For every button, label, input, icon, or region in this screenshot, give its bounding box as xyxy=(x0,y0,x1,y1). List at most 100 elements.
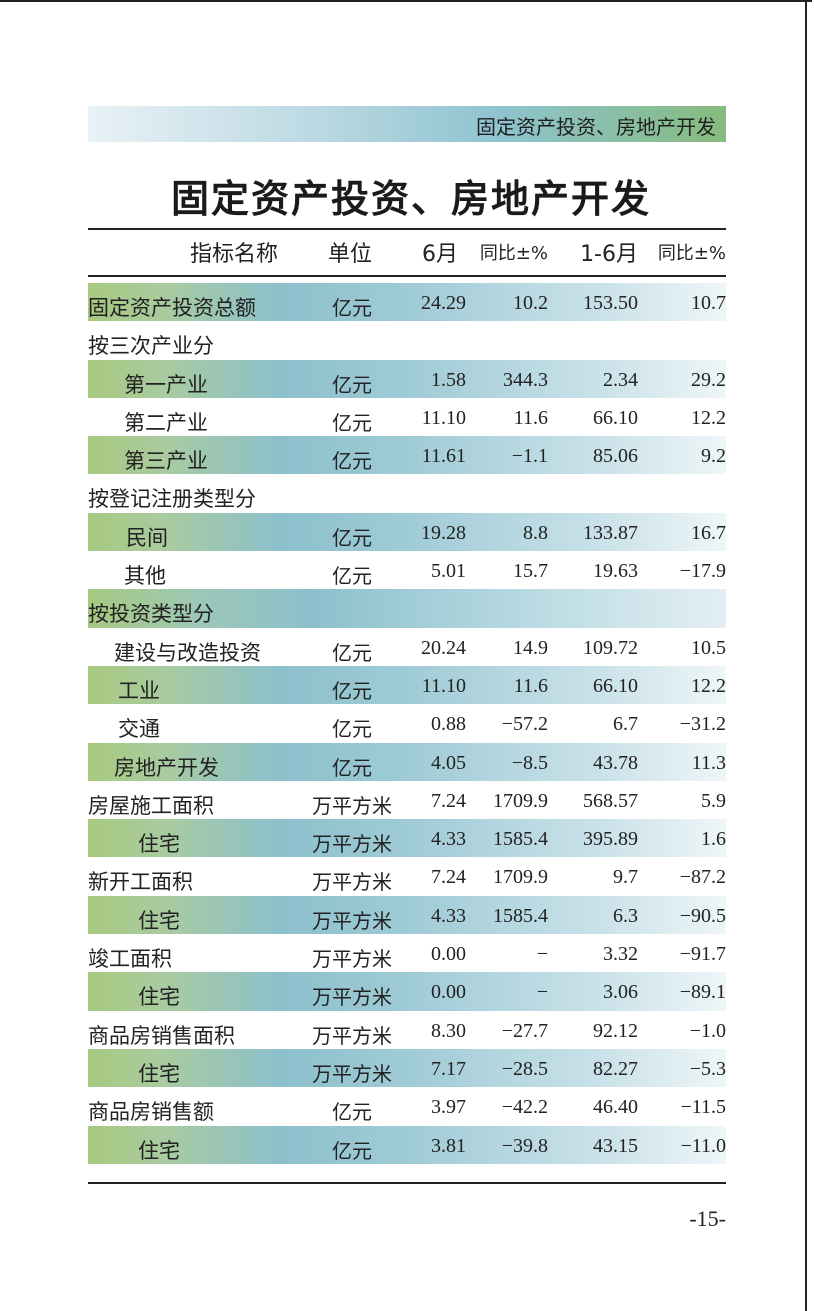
row-name: 第一产业 xyxy=(124,372,208,397)
page-number: -15- xyxy=(689,1206,726,1231)
row-unit: 万平方米 xyxy=(312,910,392,933)
row-month-value: 4.33 xyxy=(431,904,466,927)
row-month-yoy: −8.5 xyxy=(511,751,548,774)
row-unit: 亿元 xyxy=(332,1140,372,1163)
section-banner-text: 固定资产投资、房地产开发 xyxy=(476,115,716,139)
row-unit: 亿元 xyxy=(332,642,372,665)
row-month-value: 4.05 xyxy=(431,751,466,774)
row-cumulative-yoy: −90.5 xyxy=(679,904,726,927)
row-month-value: 11.10 xyxy=(421,674,466,697)
row-month-value: 4.33 xyxy=(431,828,466,851)
row-cumulative-value: 3.32 xyxy=(603,943,638,966)
row-cumulative-value: 568.57 xyxy=(583,789,638,812)
row-name: 新开工面积 xyxy=(88,870,193,895)
row-cumulative-yoy: −87.2 xyxy=(679,866,726,889)
row-month-yoy: 10.2 xyxy=(513,292,548,314)
row-unit: 亿元 xyxy=(332,1102,372,1125)
table-header-rule xyxy=(88,275,726,277)
table-row: 固定资产投资总额 亿元 24.29 10.2 153.50 10.7 xyxy=(88,283,726,322)
row-cumulative-value: 9.7 xyxy=(613,866,638,889)
table-row: 商品房销售额 亿元 3.97 −42.2 46.40 −11.5 xyxy=(88,1087,726,1125)
row-name: 竣工面积 xyxy=(88,947,172,972)
row-unit: 万平方米 xyxy=(312,795,392,818)
row-name: 固定资产投资总额 xyxy=(88,296,256,320)
row-month-yoy: 11.6 xyxy=(513,674,548,697)
table-row: 竣工面积 万平方米 0.00 − 3.32 −91.7 xyxy=(88,934,726,972)
table-bottom-rule xyxy=(88,1182,726,1184)
row-cumulative-yoy: −89.1 xyxy=(679,981,726,1004)
row-month-yoy: −1.1 xyxy=(511,445,548,468)
row-month-value: 7.24 xyxy=(431,789,466,812)
table-row: 其他 亿元 5.01 15.7 19.63 −17.9 xyxy=(88,551,726,589)
row-month-yoy: 344.3 xyxy=(503,368,548,391)
row-unit: 万平方米 xyxy=(312,987,392,1010)
table-row: 建设与改造投资 亿元 20.24 14.9 109.72 10.5 xyxy=(88,628,726,666)
row-month-value: 0.00 xyxy=(431,981,466,1004)
row-name: 按三次产业分 xyxy=(88,334,214,359)
row-name: 民间 xyxy=(126,525,168,550)
row-month-yoy: −39.8 xyxy=(501,1134,548,1157)
row-month-value: 3.97 xyxy=(431,1096,466,1119)
table-top-rule xyxy=(88,228,726,230)
table-row: 按投资类型分 xyxy=(88,589,726,628)
row-cumulative-yoy: 10.5 xyxy=(691,636,726,659)
row-cumulative-value: 85.06 xyxy=(593,445,638,468)
row-unit: 万平方米 xyxy=(312,1025,392,1048)
row-month-value: 8.30 xyxy=(431,1019,466,1042)
row-month-value: 0.88 xyxy=(431,713,466,736)
row-month-yoy: 8.8 xyxy=(523,521,548,544)
row-month-yoy: −27.7 xyxy=(501,1019,548,1042)
row-name: 住宅 xyxy=(138,832,180,857)
row-name: 第二产业 xyxy=(124,410,208,435)
row-name: 其他 xyxy=(124,564,166,589)
row-month-value: 19.28 xyxy=(421,521,466,544)
table-row: 第一产业 亿元 1.58 344.3 2.34 29.2 xyxy=(88,359,726,398)
row-month-yoy: 1585.4 xyxy=(493,904,548,927)
row-name: 住宅 xyxy=(138,908,180,933)
row-month-value: 0.00 xyxy=(431,943,466,966)
row-unit: 亿元 xyxy=(332,566,372,589)
row-month-value: 11.61 xyxy=(421,445,466,468)
table-row: 住宅 万平方米 4.33 1585.4 395.89 1.6 xyxy=(88,819,726,858)
row-month-value: 11.10 xyxy=(421,406,466,429)
row-unit: 亿元 xyxy=(332,298,372,320)
data-table: 固定资产投资总额 亿元 24.29 10.2 153.50 10.7 按三次产业分 第一产业亿… xyxy=(88,283,726,1164)
row-cumulative-yoy: −31.2 xyxy=(679,713,726,736)
row-cumulative-value: 19.63 xyxy=(593,560,638,583)
row-name: 按登记注册类型分 xyxy=(88,487,256,512)
table-row: 新开工面积 万平方米 7.24 1709.9 9.7 −87.2 xyxy=(88,857,726,895)
row-cumulative-yoy: 12.2 xyxy=(691,406,726,429)
row-name: 建设与改造投资 xyxy=(114,640,261,665)
row-name: 工业 xyxy=(118,678,160,703)
row-unit: 亿元 xyxy=(332,451,372,474)
column-header-cumulative: 1-6月 xyxy=(580,242,638,267)
row-cumulative-value: 92.12 xyxy=(593,1019,638,1042)
row-cumulative-yoy: −11.5 xyxy=(680,1096,726,1119)
row-cumulative-yoy: −1.0 xyxy=(689,1019,726,1042)
row-month-value: 24.29 xyxy=(421,292,466,314)
row-name: 房屋施工面积 xyxy=(88,793,214,818)
row-cumulative-value: 3.06 xyxy=(603,981,638,1004)
row-name: 商品房销售额 xyxy=(88,1100,214,1125)
row-month-yoy: − xyxy=(536,943,548,966)
page-right-border xyxy=(805,0,807,1311)
row-unit: 万平方米 xyxy=(312,872,392,895)
row-name: 住宅 xyxy=(138,985,180,1010)
row-name: 按投资类型分 xyxy=(88,602,214,627)
table-row: 住宅 万平方米 0.00 − 3.06 −89.1 xyxy=(88,972,726,1011)
row-cumulative-value: 133.87 xyxy=(583,521,638,544)
row-cumulative-value: 43.78 xyxy=(593,751,638,774)
row-cumulative-value: 82.27 xyxy=(593,1057,638,1080)
row-cumulative-yoy: −11.0 xyxy=(680,1134,726,1157)
row-month-yoy: 1709.9 xyxy=(493,866,548,889)
row-cumulative-value: 6.3 xyxy=(613,904,638,927)
row-month-value: 1.58 xyxy=(431,368,466,391)
row-cumulative-value: 66.10 xyxy=(593,406,638,429)
row-unit: 亿元 xyxy=(332,757,372,780)
page-top-border xyxy=(0,0,812,2)
row-name: 交通 xyxy=(118,717,160,742)
row-cumulative-yoy: −91.7 xyxy=(679,943,726,966)
column-header-month: 6月 xyxy=(422,242,458,267)
row-month-yoy: −42.2 xyxy=(501,1096,548,1119)
row-cumulative-value: 2.34 xyxy=(603,368,638,391)
